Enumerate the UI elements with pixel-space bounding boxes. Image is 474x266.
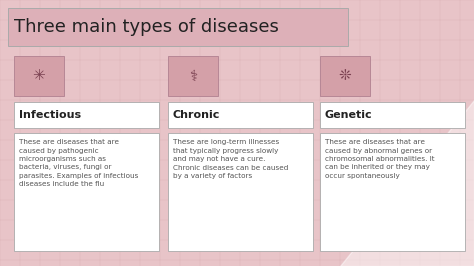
FancyBboxPatch shape — [320, 56, 370, 96]
Text: Chronic: Chronic — [173, 110, 220, 120]
FancyBboxPatch shape — [14, 102, 159, 128]
Text: Infectious: Infectious — [19, 110, 81, 120]
Text: These are diseases that are
caused by pathogenic
microorganisms such as
bacteria: These are diseases that are caused by pa… — [19, 139, 138, 188]
FancyBboxPatch shape — [320, 133, 465, 251]
Polygon shape — [340, 100, 474, 266]
FancyBboxPatch shape — [168, 102, 313, 128]
FancyBboxPatch shape — [168, 133, 313, 251]
Text: ❊: ❊ — [338, 69, 351, 84]
FancyBboxPatch shape — [14, 133, 159, 251]
FancyBboxPatch shape — [8, 8, 348, 46]
Text: These are long-term illnesses
that typically progress slowly
and may not have a : These are long-term illnesses that typic… — [173, 139, 288, 179]
Text: ✳: ✳ — [33, 69, 46, 84]
FancyBboxPatch shape — [320, 102, 465, 128]
Text: Three main types of diseases: Three main types of diseases — [14, 18, 279, 36]
FancyBboxPatch shape — [14, 56, 64, 96]
FancyBboxPatch shape — [168, 56, 218, 96]
Text: Genetic: Genetic — [325, 110, 373, 120]
Text: ⚕: ⚕ — [189, 69, 197, 84]
Text: These are diseases that are
caused by abnormal genes or
chromosomal abnormalitie: These are diseases that are caused by ab… — [325, 139, 435, 179]
